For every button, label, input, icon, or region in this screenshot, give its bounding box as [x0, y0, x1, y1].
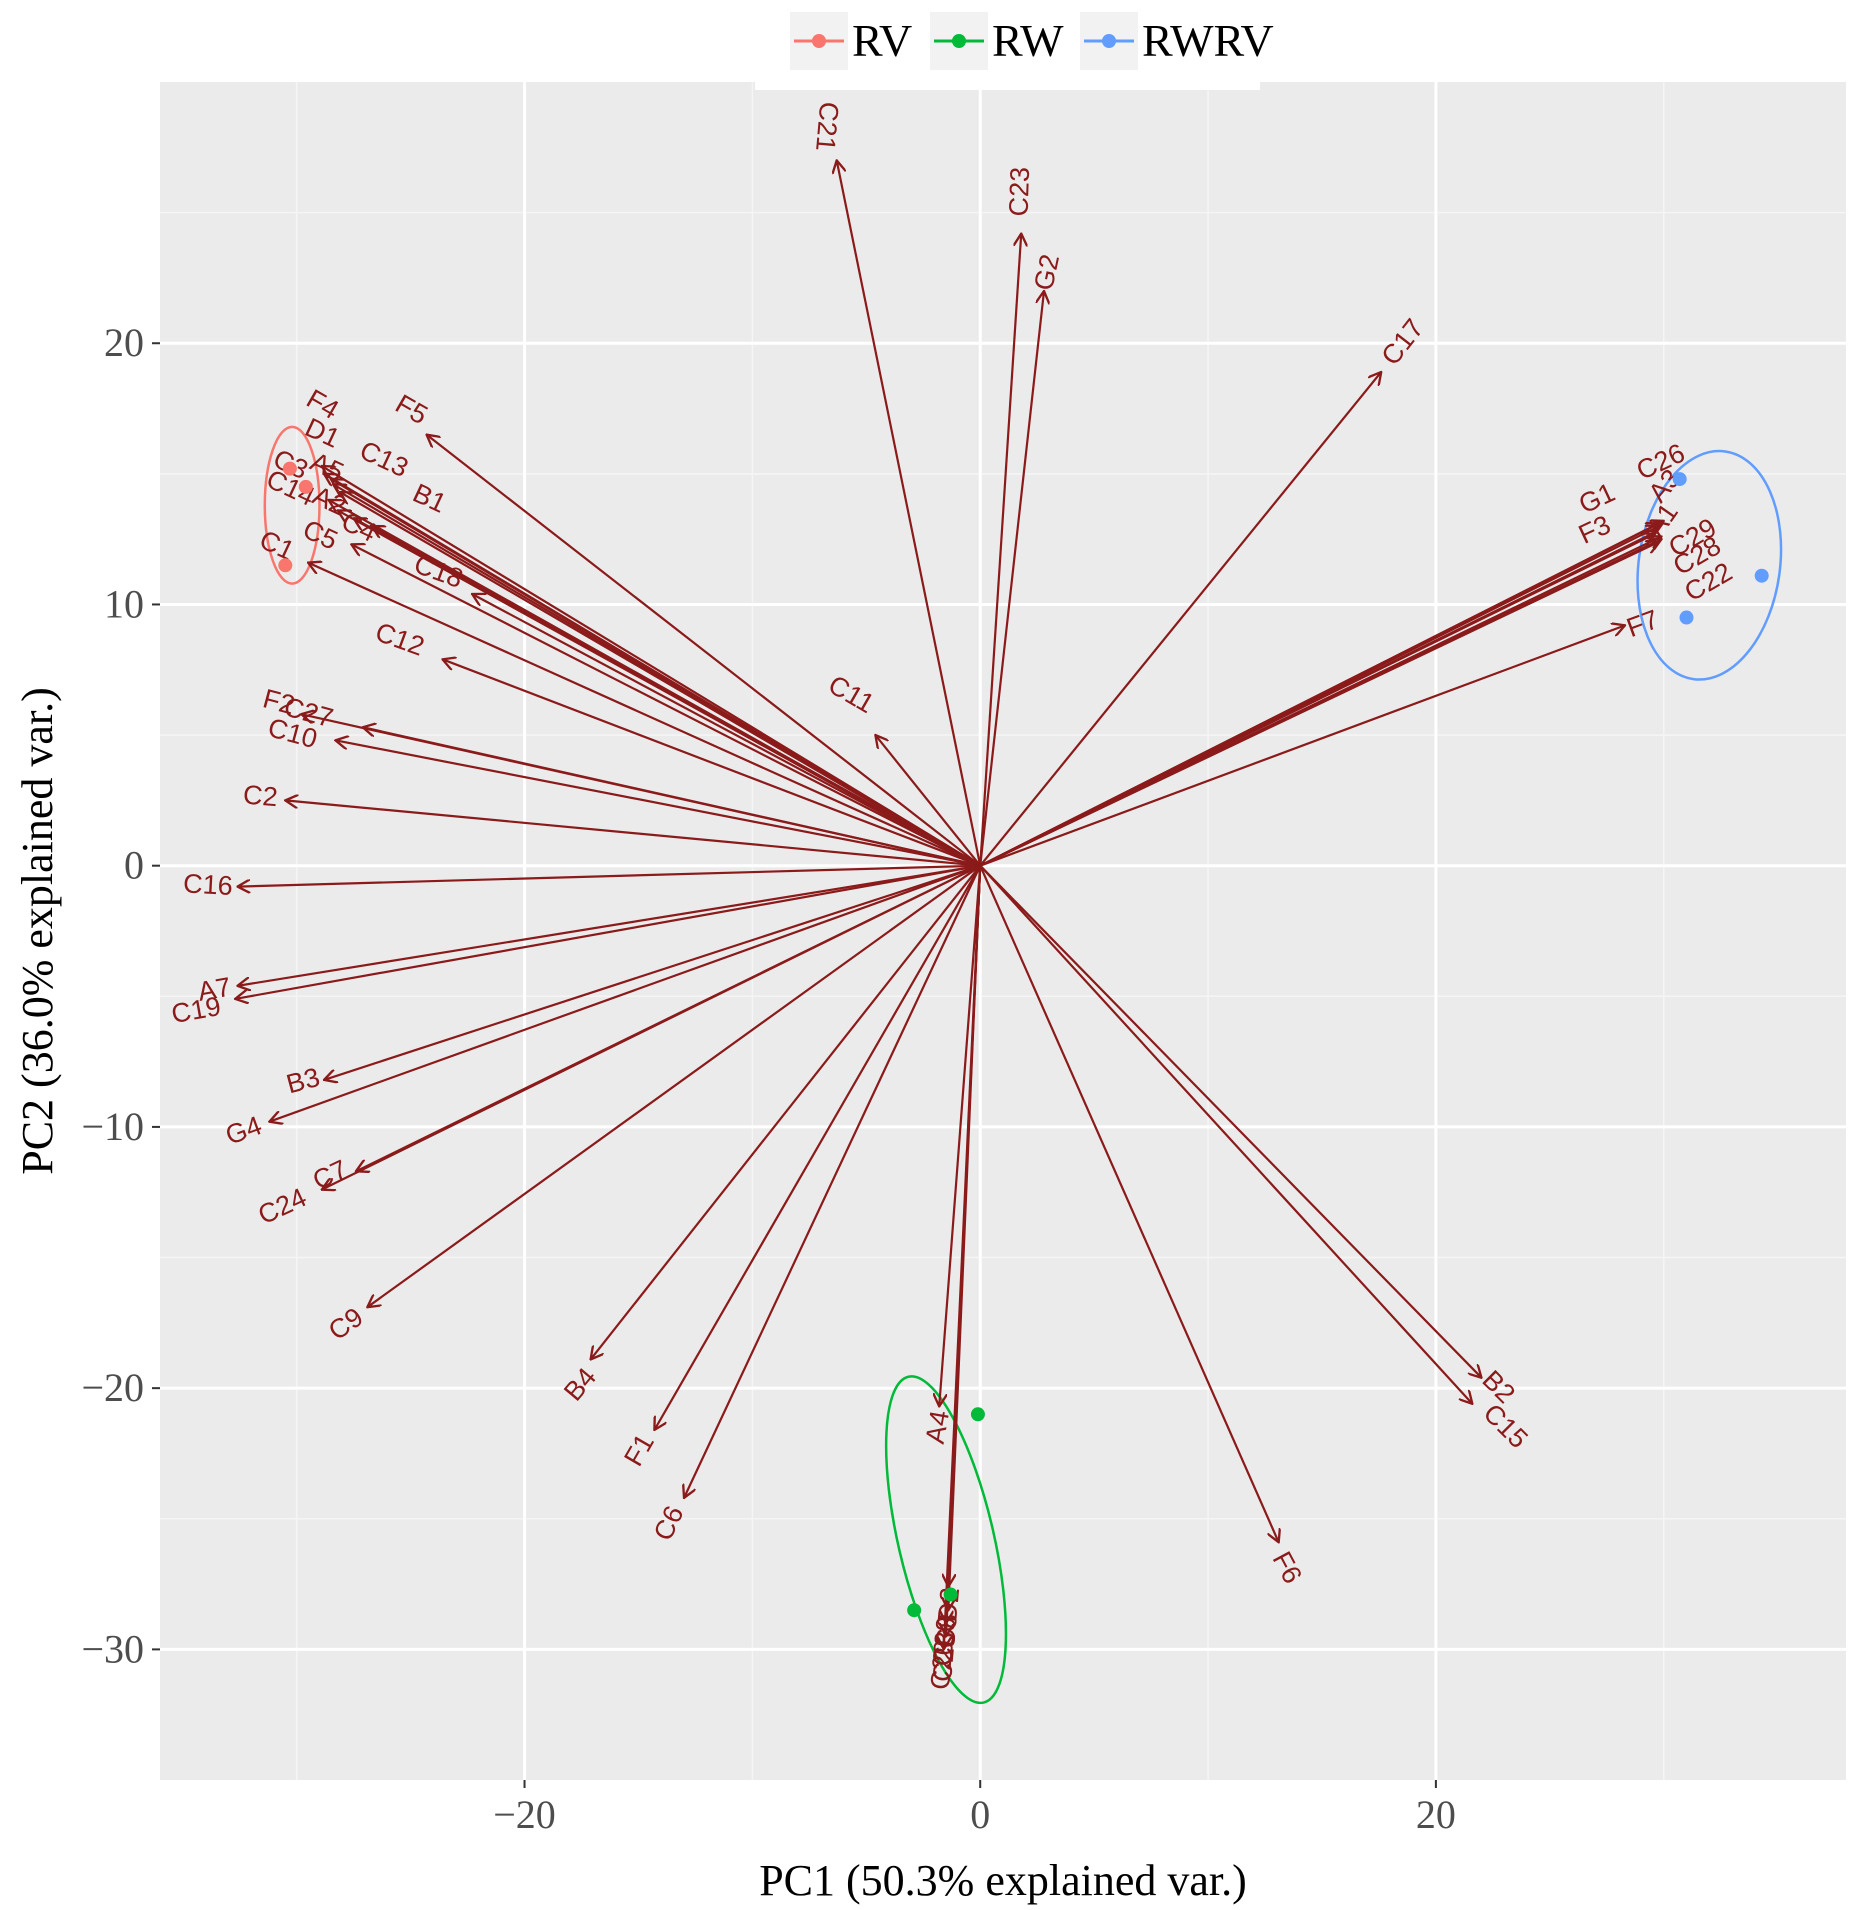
arrow-label-c2: C2 — [242, 779, 279, 812]
y-tick-label: 0 — [124, 843, 144, 888]
point-rw — [907, 1603, 922, 1618]
ellipse-rv — [263, 425, 321, 585]
arrow-label-c16: C16 — [182, 868, 233, 901]
arrow-c27 — [363, 727, 981, 867]
arrow-c20 — [944, 865, 982, 1650]
arrow-c1 — [308, 563, 981, 867]
y-axis-ticks: −30 −20 −10 0 10 20 — [81, 320, 160, 1671]
point-rwrv — [1672, 472, 1687, 487]
arrow-label-c23: C23 — [1003, 166, 1035, 217]
legend-key-point — [1102, 34, 1116, 48]
arrow-label-g2: G2 — [1028, 252, 1065, 293]
arrow-c6 — [684, 865, 982, 1498]
arrow-c12 — [443, 659, 981, 867]
arrow-f7 — [979, 625, 1625, 867]
arrow-a4 — [939, 865, 982, 1407]
arrow-c9 — [367, 864, 981, 1307]
arrow-b4 — [591, 865, 982, 1360]
arrow-c23 — [979, 234, 1021, 866]
point-rv — [282, 461, 297, 476]
point-rw — [943, 1587, 958, 1602]
arrow-c15 — [979, 864, 1472, 1404]
arrow-label-c8: C8 — [930, 1612, 963, 1649]
arrow-c18 — [472, 594, 981, 867]
grid-major — [160, 82, 1846, 1780]
loading-arrows — [235, 160, 1664, 1649]
arrow-label-c21: C21 — [810, 101, 844, 153]
y-tick-label: −30 — [81, 1626, 144, 1671]
group-ellipses — [263, 425, 1783, 1705]
legend: RV RW RWRV — [755, 0, 1274, 90]
y-tick-label: 10 — [104, 581, 144, 626]
arrow-f1 — [654, 865, 982, 1430]
legend-label-rv: RV — [852, 15, 912, 66]
ellipse-rw — [884, 1375, 1008, 1705]
arrow-c11 — [875, 735, 982, 867]
arrow-c22 — [979, 542, 1659, 867]
x-axis-title: PC1 (50.3% explained var.) — [759, 1856, 1247, 1905]
group-points — [278, 461, 1769, 1618]
arrow-label-c20: C20 — [925, 1639, 959, 1691]
arrow-label-c25: C25 — [927, 1631, 961, 1683]
arrow-label-a7: A7 — [195, 972, 233, 1007]
arrow-label-a4: A4 — [920, 1408, 955, 1446]
x-axis-ticks: −20 0 20 — [493, 1780, 1456, 1837]
arrow-c10 — [335, 740, 981, 867]
legend-label-rwrv: RWRV — [1142, 15, 1274, 66]
arrow-g2 — [979, 291, 1044, 866]
arrow-c2 — [285, 800, 981, 867]
arrow-label-c30: C30 — [927, 1615, 961, 1667]
y-tick-label: 20 — [104, 320, 144, 365]
grid-minor — [160, 82, 1846, 1780]
arrow-b2 — [979, 864, 1481, 1378]
plot-panel — [160, 82, 1846, 1780]
y-tick-label: −10 — [81, 1104, 144, 1149]
x-tick-label: 20 — [1416, 1792, 1456, 1837]
arrow-c21 — [837, 160, 982, 866]
arrow-c17 — [979, 372, 1381, 867]
arrow-c4 — [372, 526, 981, 867]
point-rwrv — [1754, 568, 1769, 583]
legend-key-point — [812, 34, 826, 48]
point-rw — [970, 1407, 985, 1422]
y-axis-title: PC2 (36.0% explained var.) — [13, 687, 62, 1175]
arrow-c5 — [351, 544, 981, 867]
point-rv — [298, 479, 313, 494]
arrow-c24 — [322, 864, 981, 1190]
arrow-f6 — [979, 865, 1278, 1543]
arrow-c19 — [235, 864, 981, 999]
arrow-f5 — [427, 435, 981, 867]
point-rwrv — [1679, 610, 1694, 625]
x-tick-label: −20 — [493, 1792, 556, 1837]
arrow-c13 — [340, 492, 981, 867]
arrow-g4 — [269, 864, 981, 1122]
ellipse-rwrv — [1636, 449, 1783, 681]
legend-label-rw: RW — [992, 15, 1064, 66]
point-rv — [278, 558, 293, 573]
arrow-b3 — [324, 864, 981, 1080]
arrow-a7 — [237, 864, 981, 986]
y-tick-label: −20 — [81, 1365, 144, 1410]
x-tick-label: 0 — [970, 1792, 990, 1837]
arrow-c16 — [237, 864, 981, 887]
legend-key-point — [952, 34, 966, 48]
